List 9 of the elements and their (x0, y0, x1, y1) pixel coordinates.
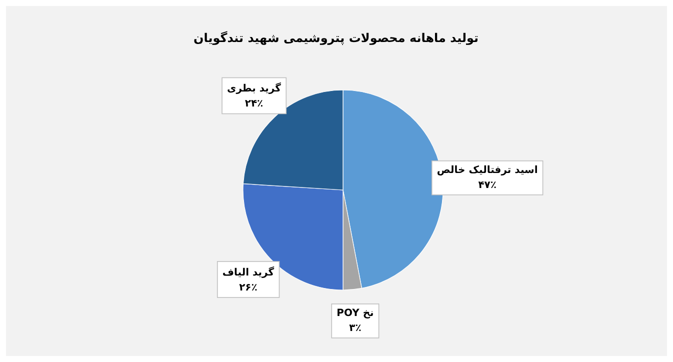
data-label: ۳٪ (349, 322, 362, 334)
slice-label: گرید الیاف (222, 265, 274, 278)
data-label: ۲۶٪ (239, 282, 258, 294)
title: تولید ماهانه محصولات پتروشیمی شهید تندگویان (193, 31, 479, 45)
slice-label: اسید ترفتالیک خالص (436, 164, 538, 176)
slice-label: گرید بطری (227, 82, 282, 95)
slice-label: نخ POY (336, 308, 374, 319)
data-label: ۲۴٪ (244, 98, 264, 110)
data-label: ۴۷٪ (478, 180, 497, 191)
